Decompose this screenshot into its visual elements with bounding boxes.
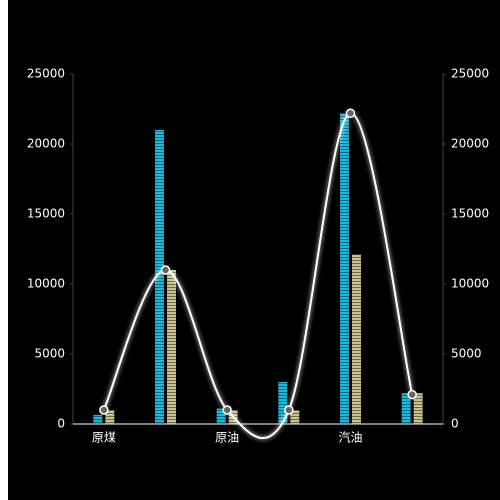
line-point	[345, 108, 356, 118]
line-point	[99, 405, 109, 415]
y2-tick-label: 25000	[451, 67, 489, 81]
x-tick-label: 原油	[215, 431, 239, 445]
x-tick-label: 原煤	[92, 431, 116, 445]
y-tick-label: 5000	[34, 347, 65, 361]
bar	[401, 393, 411, 424]
bar	[216, 408, 226, 424]
y-tick-label: 0	[57, 417, 65, 431]
y-tick-label: 25000	[27, 67, 65, 81]
line-point	[222, 405, 232, 415]
y-tick-label: 15000	[27, 207, 65, 221]
chart: 0 5000 10000 15000 20000 25000 0 5000 10000 15000…	[8, 0, 500, 500]
y2-tick-label: 20000	[451, 137, 489, 151]
bar	[340, 113, 349, 424]
y2-tick-label: 5000	[451, 347, 482, 361]
y-tick-label: 10000	[27, 277, 65, 291]
bar	[290, 410, 300, 424]
bar	[352, 254, 361, 424]
bar	[93, 414, 103, 424]
line-point	[407, 389, 417, 400]
bar	[155, 130, 164, 424]
x-tick-label: 汽油	[338, 430, 362, 445]
bar	[105, 410, 115, 424]
bar	[167, 270, 176, 424]
line-point	[284, 405, 294, 415]
bar	[278, 382, 288, 424]
y-tick-label: 20000	[27, 137, 65, 151]
line-point	[160, 265, 171, 275]
y2-tick-label: 0	[451, 417, 459, 431]
y2-tick-label: 15000	[451, 207, 489, 221]
y2-tick-label: 10000	[451, 277, 489, 291]
bar	[413, 393, 423, 424]
background	[8, 0, 500, 500]
